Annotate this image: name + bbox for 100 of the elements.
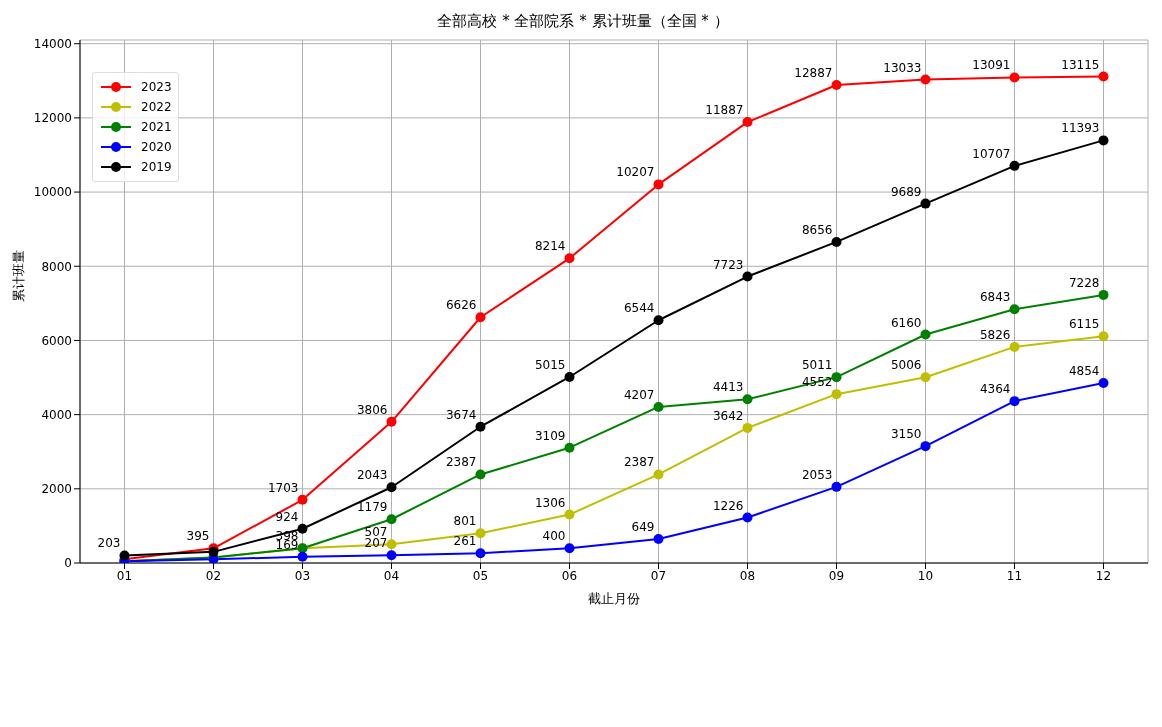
y-tick-label: 2000 bbox=[41, 482, 72, 497]
x-tick-label: 11 bbox=[1006, 568, 1023, 583]
x-tick-label: 08 bbox=[739, 568, 756, 583]
point bbox=[742, 422, 753, 433]
point bbox=[742, 117, 753, 128]
point bbox=[920, 372, 931, 383]
data-label: 5011 bbox=[801, 358, 833, 373]
data-label: 7723 bbox=[712, 257, 744, 272]
data-label: 11393 bbox=[1061, 121, 1100, 136]
legend-label: 2023 bbox=[141, 80, 172, 94]
data-label: 11887 bbox=[705, 103, 744, 118]
point bbox=[920, 74, 931, 85]
data-label: 801 bbox=[453, 514, 477, 529]
legend-label: 2019 bbox=[141, 160, 172, 174]
data-label: 3642 bbox=[712, 408, 744, 423]
data-label: 924 bbox=[275, 509, 299, 524]
data-label: 10207 bbox=[616, 165, 655, 180]
data-label: 13033 bbox=[883, 60, 922, 75]
data-label: 400 bbox=[542, 529, 566, 544]
x-tick-label: 04 bbox=[383, 568, 400, 583]
data-label: 1306 bbox=[534, 495, 566, 510]
x-tick-label: 06 bbox=[561, 568, 578, 583]
point bbox=[742, 271, 753, 282]
data-label: 2387 bbox=[623, 455, 655, 470]
point bbox=[1098, 377, 1109, 388]
data-label: 1703 bbox=[267, 480, 299, 495]
data-label: 4207 bbox=[623, 387, 655, 402]
y-tick-label: 0 bbox=[64, 556, 72, 571]
point bbox=[1009, 160, 1020, 171]
y-tick-label: 6000 bbox=[41, 333, 72, 348]
x-tick-label: 10 bbox=[917, 568, 934, 583]
point bbox=[1098, 331, 1109, 342]
data-label: 13115 bbox=[1061, 57, 1100, 72]
x-axis-title: 截止月份 bbox=[588, 591, 640, 606]
data-label: 12887 bbox=[794, 65, 833, 80]
point bbox=[564, 509, 575, 520]
point bbox=[386, 482, 397, 493]
data-label: 8656 bbox=[801, 222, 833, 237]
x-tick-label: 03 bbox=[294, 568, 311, 583]
point bbox=[564, 543, 575, 554]
point bbox=[920, 441, 931, 452]
point bbox=[386, 550, 397, 561]
data-label: 1179 bbox=[356, 500, 388, 515]
point bbox=[1009, 341, 1020, 352]
x-tick-label: 05 bbox=[472, 568, 489, 583]
y-tick-label: 14000 bbox=[33, 36, 72, 51]
x-tick-label: 02 bbox=[205, 568, 222, 583]
x-tick-label: 09 bbox=[828, 568, 845, 583]
point bbox=[475, 548, 486, 559]
x-tick-label: 07 bbox=[650, 568, 667, 583]
data-label: 7228 bbox=[1068, 275, 1100, 290]
data-label: 6626 bbox=[445, 298, 477, 313]
data-label: 3674 bbox=[445, 407, 477, 422]
data-label: 5015 bbox=[534, 357, 566, 372]
data-label: 3806 bbox=[356, 402, 388, 417]
data-label: 9689 bbox=[890, 184, 922, 199]
point bbox=[653, 469, 664, 480]
point bbox=[920, 329, 931, 340]
point bbox=[831, 236, 842, 247]
x-tick-label: 12 bbox=[1095, 568, 1112, 583]
legend-label: 2022 bbox=[141, 100, 172, 114]
point bbox=[831, 389, 842, 400]
data-label: 13091 bbox=[972, 58, 1011, 73]
data-label: 6843 bbox=[979, 290, 1011, 305]
point bbox=[1009, 72, 1020, 83]
point bbox=[564, 253, 575, 264]
data-label: 2043 bbox=[356, 468, 388, 483]
point bbox=[297, 494, 308, 505]
data-label: 203 bbox=[97, 536, 121, 551]
point bbox=[386, 514, 397, 525]
point bbox=[831, 481, 842, 492]
point bbox=[297, 551, 308, 562]
data-label: 6544 bbox=[623, 301, 655, 316]
x-tick-label: 01 bbox=[116, 568, 133, 583]
point bbox=[920, 198, 931, 209]
data-label: 261 bbox=[453, 534, 477, 549]
data-label: 2053 bbox=[801, 467, 833, 482]
point bbox=[653, 533, 664, 544]
data-label: 4854 bbox=[1068, 363, 1100, 378]
data-label: 8214 bbox=[534, 239, 566, 254]
point bbox=[475, 312, 486, 323]
point bbox=[475, 421, 486, 432]
point bbox=[297, 523, 308, 534]
data-label: 10707 bbox=[972, 146, 1011, 161]
legend-label: 2021 bbox=[141, 120, 172, 134]
data-label: 5826 bbox=[979, 327, 1011, 342]
point bbox=[564, 442, 575, 453]
data-label: 3150 bbox=[890, 427, 922, 442]
point bbox=[386, 539, 397, 550]
data-label: 395 bbox=[186, 529, 210, 544]
point bbox=[653, 179, 664, 190]
y-tick-label: 12000 bbox=[33, 111, 72, 126]
point bbox=[119, 550, 130, 561]
chart-title: 全部高校 * 全部院系 * 累计班量（全国 * ） bbox=[436, 11, 730, 32]
data-label: 4413 bbox=[712, 380, 744, 395]
y-axis-title: 累计班量 bbox=[10, 249, 26, 302]
point bbox=[742, 512, 753, 523]
point bbox=[1009, 304, 1020, 315]
point bbox=[475, 528, 486, 539]
data-label: 6115 bbox=[1068, 317, 1100, 332]
